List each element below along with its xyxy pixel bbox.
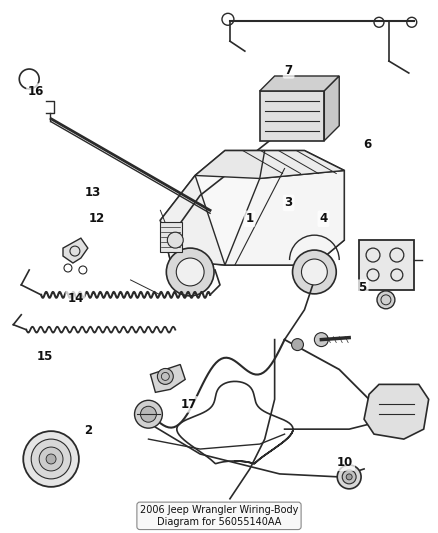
Circle shape: [346, 474, 352, 480]
Bar: [359, 240, 414, 290]
Circle shape: [314, 333, 328, 346]
Circle shape: [377, 291, 395, 309]
Text: 2006 Jeep Wrangler Wiring-Body
Diagram for 56055140AA: 2006 Jeep Wrangler Wiring-Body Diagram f…: [140, 505, 298, 527]
Circle shape: [167, 232, 183, 248]
Polygon shape: [260, 76, 339, 91]
Circle shape: [39, 447, 63, 471]
Text: 15: 15: [37, 350, 53, 363]
Polygon shape: [195, 151, 265, 179]
Circle shape: [46, 454, 56, 464]
Bar: [160, 222, 182, 252]
Polygon shape: [225, 171, 344, 265]
Text: 1: 1: [245, 212, 254, 225]
Text: 5: 5: [358, 281, 367, 294]
Text: 13: 13: [85, 186, 101, 199]
Circle shape: [176, 258, 204, 286]
Text: 16: 16: [28, 85, 44, 98]
Text: 14: 14: [67, 292, 84, 305]
Circle shape: [134, 400, 162, 428]
Text: 17: 17: [180, 398, 197, 411]
Text: 6: 6: [363, 138, 371, 151]
Text: 2: 2: [85, 424, 92, 438]
Circle shape: [337, 465, 361, 489]
Text: 4: 4: [319, 212, 328, 225]
Circle shape: [301, 259, 327, 285]
Circle shape: [157, 368, 173, 384]
Polygon shape: [225, 151, 344, 179]
Text: 7: 7: [285, 64, 293, 77]
Text: 12: 12: [89, 212, 105, 225]
Circle shape: [23, 431, 79, 487]
Circle shape: [292, 338, 304, 351]
Text: 3: 3: [285, 196, 293, 209]
Polygon shape: [324, 76, 339, 141]
Polygon shape: [364, 384, 429, 439]
Polygon shape: [150, 365, 185, 392]
Polygon shape: [160, 175, 225, 265]
Polygon shape: [63, 238, 88, 263]
Circle shape: [342, 470, 356, 484]
Text: 10: 10: [337, 456, 353, 469]
Circle shape: [166, 248, 214, 296]
Circle shape: [141, 406, 156, 422]
Bar: [260, 91, 324, 141]
Circle shape: [31, 439, 71, 479]
Polygon shape: [160, 151, 344, 265]
Circle shape: [293, 250, 336, 294]
